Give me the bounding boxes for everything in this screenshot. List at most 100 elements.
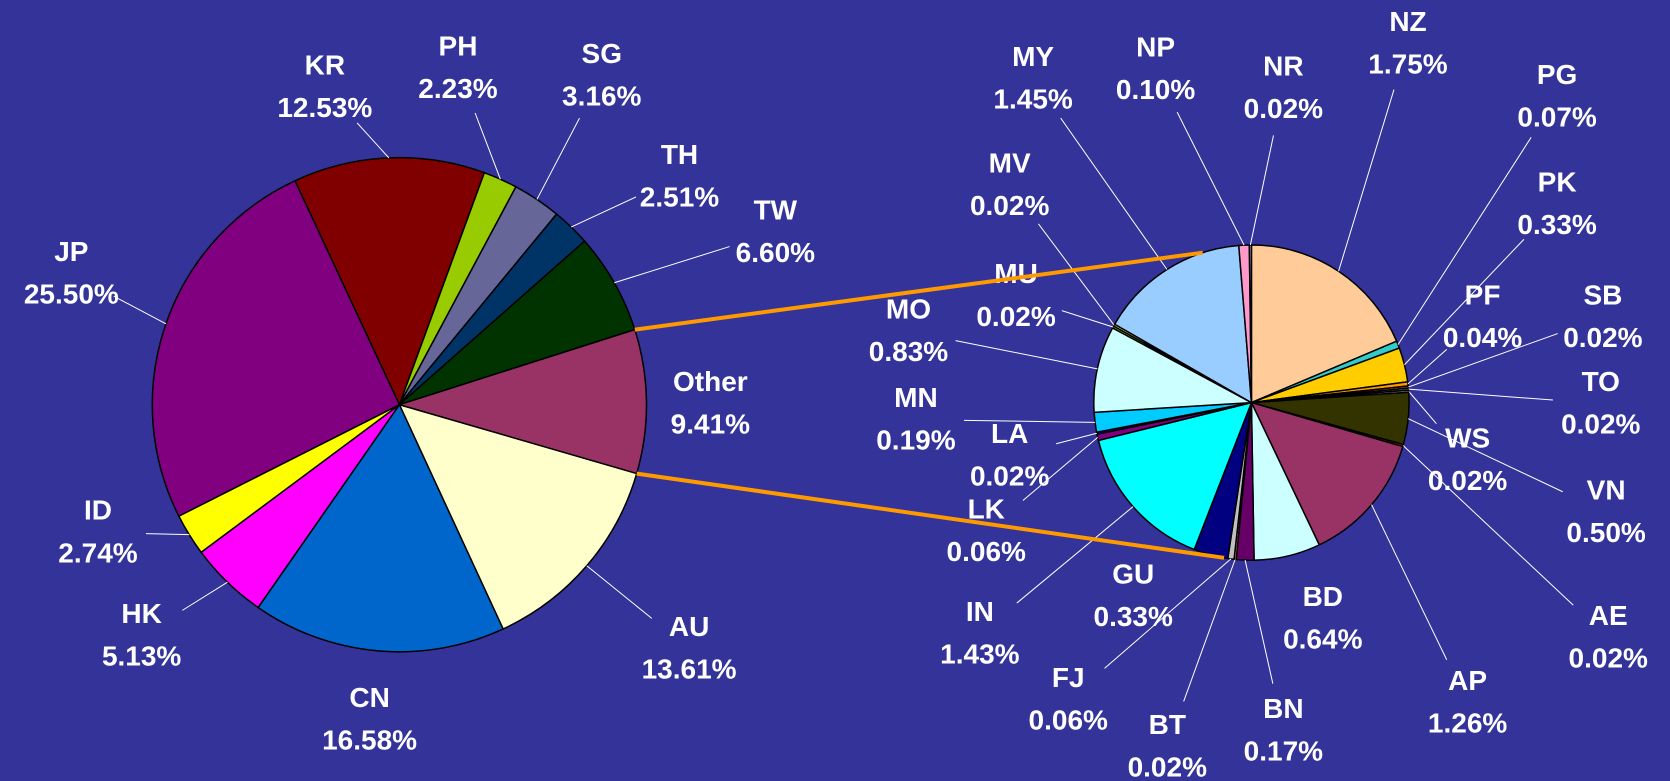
slice-percent: 0.33%	[1094, 601, 1173, 632]
slice-percent: 16.58%	[322, 725, 417, 756]
slice-name: SG	[582, 38, 622, 69]
slice-percent: 0.19%	[876, 424, 955, 455]
pie-slice	[257, 403, 505, 653]
leader-line	[1402, 445, 1574, 606]
slice-name: PH	[439, 30, 478, 61]
pie-slice	[1250, 401, 1404, 546]
slice-percent: 0.02%	[1563, 322, 1642, 353]
slice-percent: 0.10%	[1116, 74, 1195, 105]
slice-percent: 1.26%	[1428, 708, 1507, 739]
leader-line	[1338, 89, 1395, 272]
pie-slice	[1250, 244, 1398, 404]
slice-percent: 1.45%	[993, 84, 1072, 115]
slice-name: AE	[1589, 600, 1628, 631]
slice-name: TH	[661, 139, 698, 170]
leader-line	[536, 117, 580, 200]
pie-slice	[293, 156, 486, 407]
slice-percent: 0.33%	[1517, 209, 1596, 240]
leader-line	[1037, 223, 1115, 326]
slice-percent: 0.02%	[1428, 465, 1507, 496]
slice-name: CN	[349, 682, 389, 713]
slice-percent: 0.06%	[1029, 704, 1108, 735]
slice-name: PF	[1465, 280, 1501, 311]
slice-percent: 0.02%	[1561, 408, 1640, 439]
slice-name: BD	[1303, 581, 1343, 612]
slice-name: SB	[1583, 280, 1622, 311]
leader-line	[1408, 333, 1558, 388]
leader-line	[1408, 390, 1437, 424]
slice-name: MU	[994, 258, 1038, 289]
slice-name: ID	[84, 495, 112, 526]
slice-name: JP	[54, 236, 88, 267]
slice-percent: 0.07%	[1517, 102, 1596, 133]
slice-percent: 13.61%	[642, 653, 737, 684]
pie-slice	[1097, 401, 1253, 551]
slice-name: TW	[754, 194, 798, 225]
leader-line	[614, 246, 730, 284]
leader-line	[1183, 559, 1236, 702]
slice-percent: 5.13%	[102, 641, 181, 672]
leader-line	[1060, 117, 1168, 270]
slice-percent: 0.02%	[970, 190, 1049, 221]
slice-percent: 0.83%	[869, 336, 948, 367]
slice-name: MV	[989, 147, 1031, 178]
slice-percent: 12.53%	[277, 92, 372, 123]
leader-line	[1022, 436, 1099, 501]
leader-line	[1056, 432, 1097, 445]
slice-name: WS	[1445, 422, 1490, 453]
leader-line	[113, 295, 167, 325]
slice-name: NP	[1136, 31, 1175, 62]
leader-line	[1061, 310, 1114, 328]
leader-line	[955, 340, 1098, 370]
slice-name: AU	[669, 611, 709, 642]
leader-line	[1249, 135, 1274, 246]
slice-name: NR	[1263, 51, 1303, 82]
slice-percent: 0.06%	[947, 536, 1026, 567]
slice-name: IN	[966, 596, 994, 627]
pie-slice	[1248, 244, 1253, 403]
slice-name: NZ	[1389, 6, 1426, 37]
leader-line	[1407, 348, 1448, 385]
slice-name: BT	[1149, 709, 1186, 740]
slice-percent: 1.43%	[940, 638, 1019, 669]
leader-line	[586, 565, 653, 619]
leader-line	[963, 419, 1096, 423]
slice-name: VN	[1587, 474, 1626, 505]
slice-percent: 0.02%	[970, 461, 1049, 492]
slice-percent: 25.50%	[24, 278, 119, 309]
leader-line	[1016, 506, 1134, 604]
leader-line	[1397, 137, 1532, 345]
pie-slice	[398, 403, 638, 630]
slice-percent: 1.75%	[1368, 48, 1447, 79]
slice-percent: 0.02%	[1128, 751, 1207, 781]
slice-name: Other	[673, 366, 748, 397]
leader-line	[1104, 558, 1232, 669]
leader-line	[356, 122, 390, 159]
slice-name: PK	[1538, 167, 1577, 198]
connector-line	[636, 471, 1225, 560]
slice-percent: 0.02%	[976, 301, 1055, 332]
slice-percent: 0.02%	[1244, 93, 1323, 124]
leader-line	[1176, 111, 1245, 246]
slice-name: PG	[1537, 59, 1577, 90]
slice-name: FJ	[1052, 662, 1085, 693]
slice-percent: 0.17%	[1244, 735, 1323, 766]
pie-slice	[396, 328, 648, 475]
slice-name: BN	[1263, 693, 1303, 724]
slice-name: MY	[1012, 41, 1054, 72]
leader-line	[570, 196, 637, 228]
slice-percent: 2.74%	[58, 537, 137, 568]
slice-name: GU	[1112, 559, 1154, 590]
pie-slice	[1113, 244, 1253, 404]
leader-line	[145, 533, 190, 536]
pie-slice	[151, 179, 401, 518]
slice-name: MN	[894, 382, 938, 413]
leader-line	[1408, 388, 1553, 401]
leader-line	[1404, 238, 1525, 366]
leader-line	[1371, 504, 1448, 660]
pie-slice	[1093, 326, 1255, 414]
slice-percent: 9.41%	[671, 408, 750, 439]
leader-line	[1244, 559, 1274, 684]
leader-line	[1408, 418, 1563, 493]
